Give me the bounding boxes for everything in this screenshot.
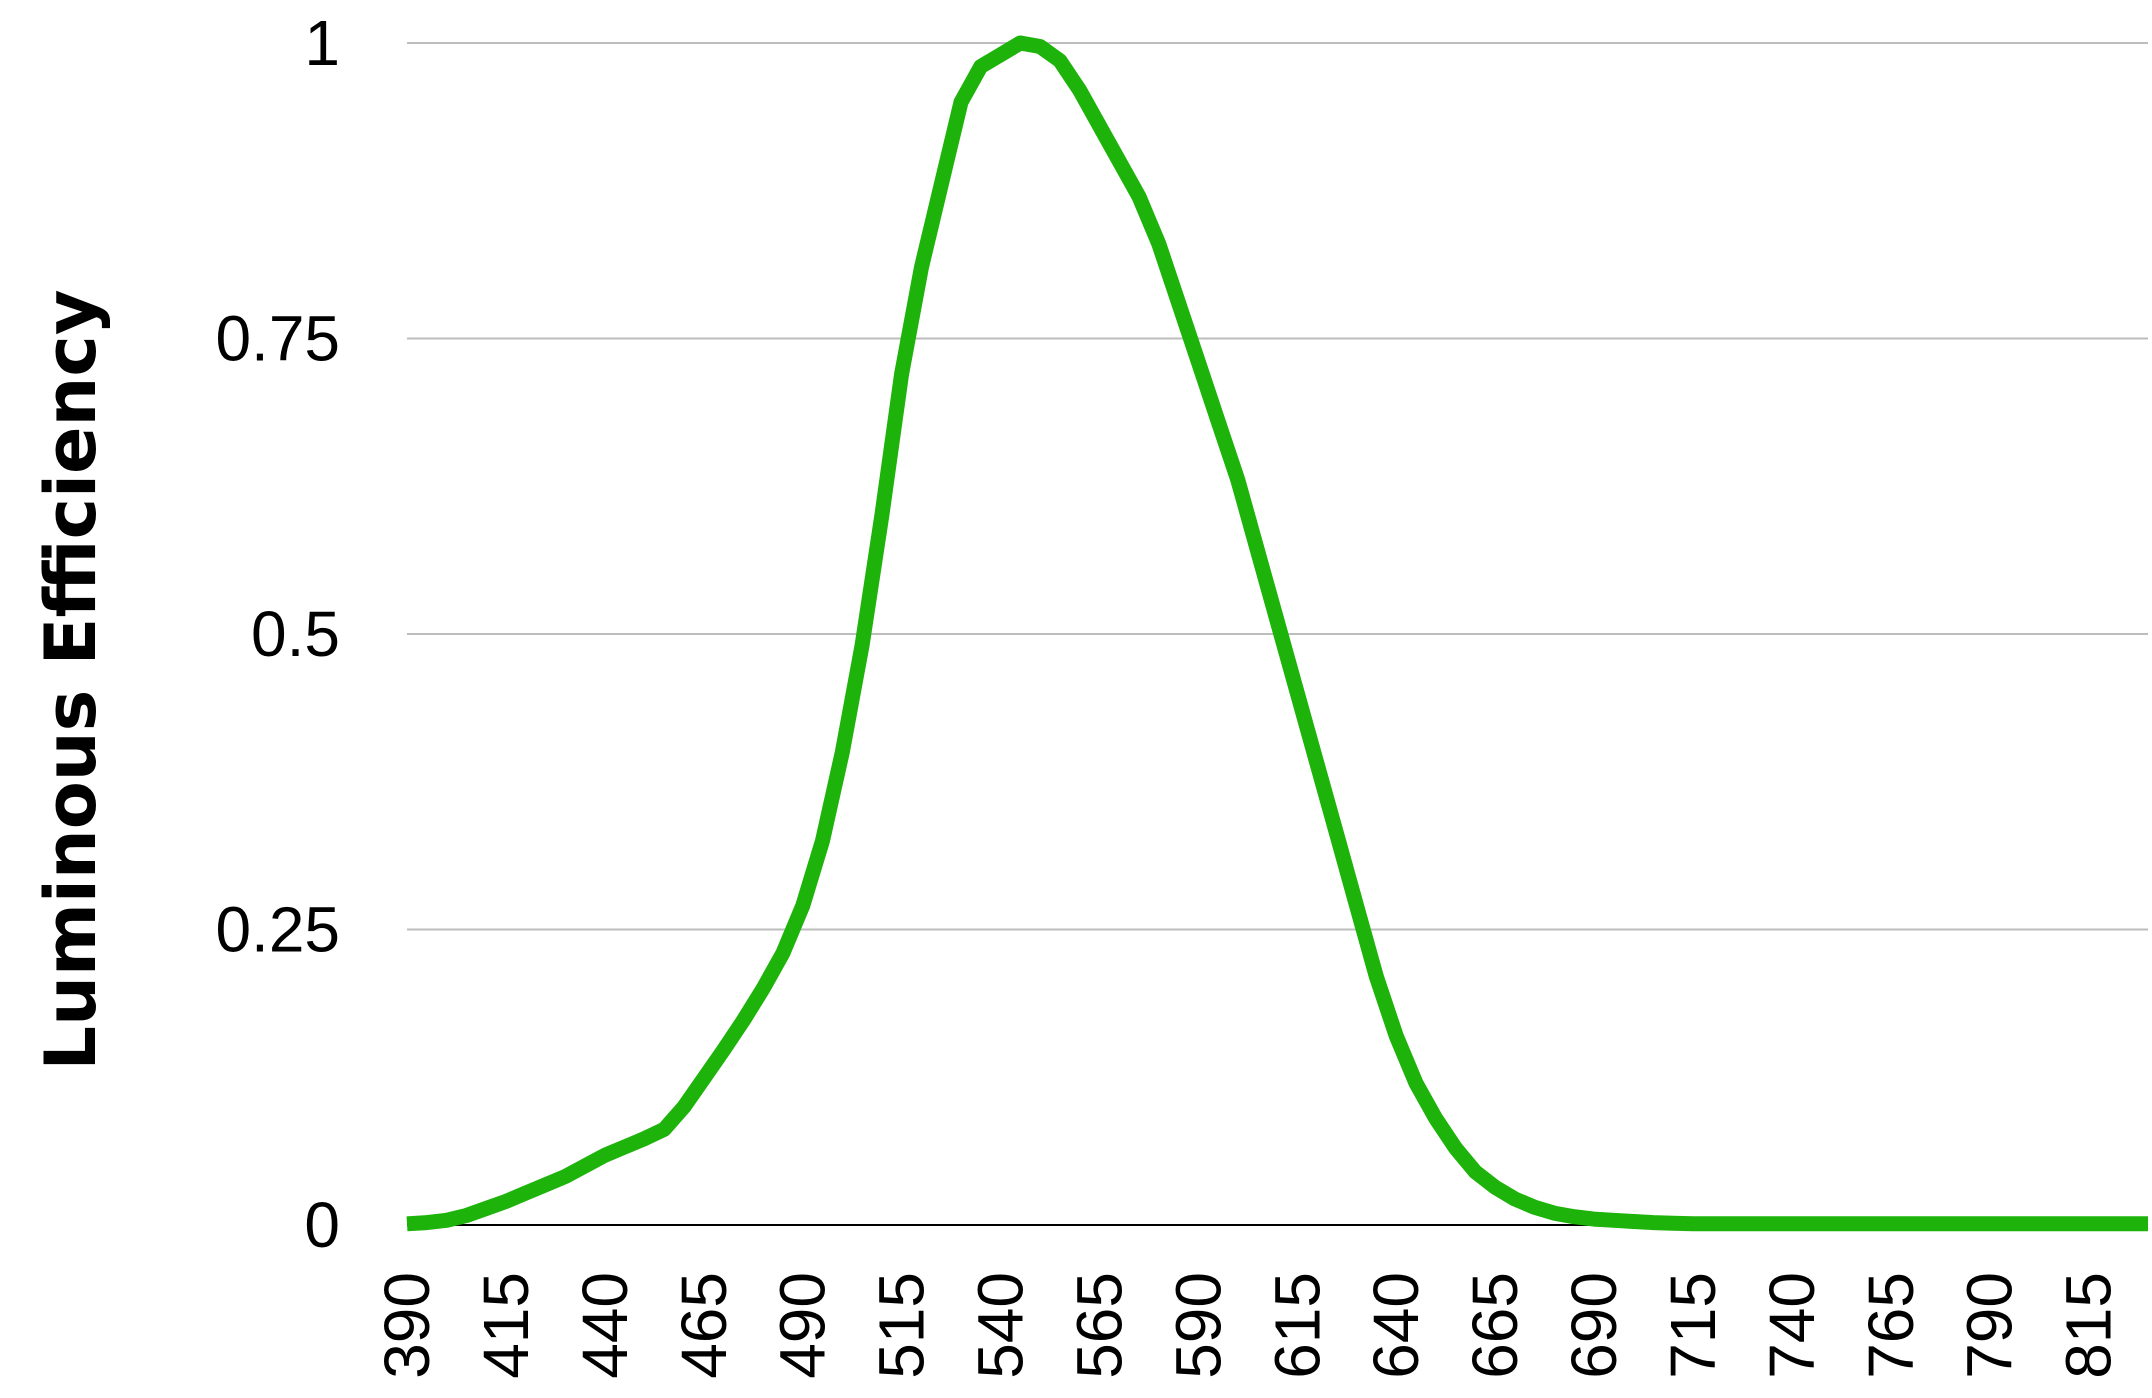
x-tick-label: 390 [371, 1272, 443, 1379]
x-tick-label: 665 [1459, 1272, 1531, 1379]
x-tick-labels: 390 415 440 465 490 515 540 565 590 615 640 665 690 7… [371, 1272, 2125, 1379]
x-tick-label: 415 [470, 1272, 542, 1379]
y-tick-label: 0 [304, 1189, 340, 1261]
y-tick-label: 0.5 [251, 598, 340, 670]
x-tick-label: 490 [767, 1272, 839, 1379]
gridlines [407, 42, 2148, 931]
x-tick-label: 740 [1756, 1272, 1828, 1379]
x-tick-label: 790 [1954, 1272, 2026, 1379]
x-tick-label: 590 [1162, 1272, 1234, 1379]
series-line [406, 35, 2148, 1232]
x-tick-label: 690 [1558, 1272, 1630, 1379]
y-tick-label: 1 [304, 7, 340, 79]
x-tick-label: 815 [2053, 1272, 2125, 1379]
x-tick-label: 615 [1261, 1272, 1333, 1379]
x-tick-label: 440 [569, 1272, 641, 1379]
x-tick-label: 765 [1855, 1272, 1927, 1379]
x-tick-label: 515 [866, 1272, 938, 1379]
x-tick-label: 715 [1657, 1272, 1729, 1379]
series-layer [406, 35, 2148, 1232]
x-tick-label: 565 [1063, 1272, 1135, 1379]
x-tick-label: 540 [965, 1272, 1037, 1379]
y-tick-labels: 0 0.25 0.5 0.75 1 [215, 7, 340, 1261]
y-tick-label: 0.25 [215, 894, 340, 966]
y-tick-label: 0.75 [215, 303, 340, 375]
x-tick-label: 640 [1360, 1272, 1432, 1379]
y-axis-label: Luminous Efficiency [30, 290, 112, 1071]
x-tick-label: 465 [668, 1272, 740, 1379]
